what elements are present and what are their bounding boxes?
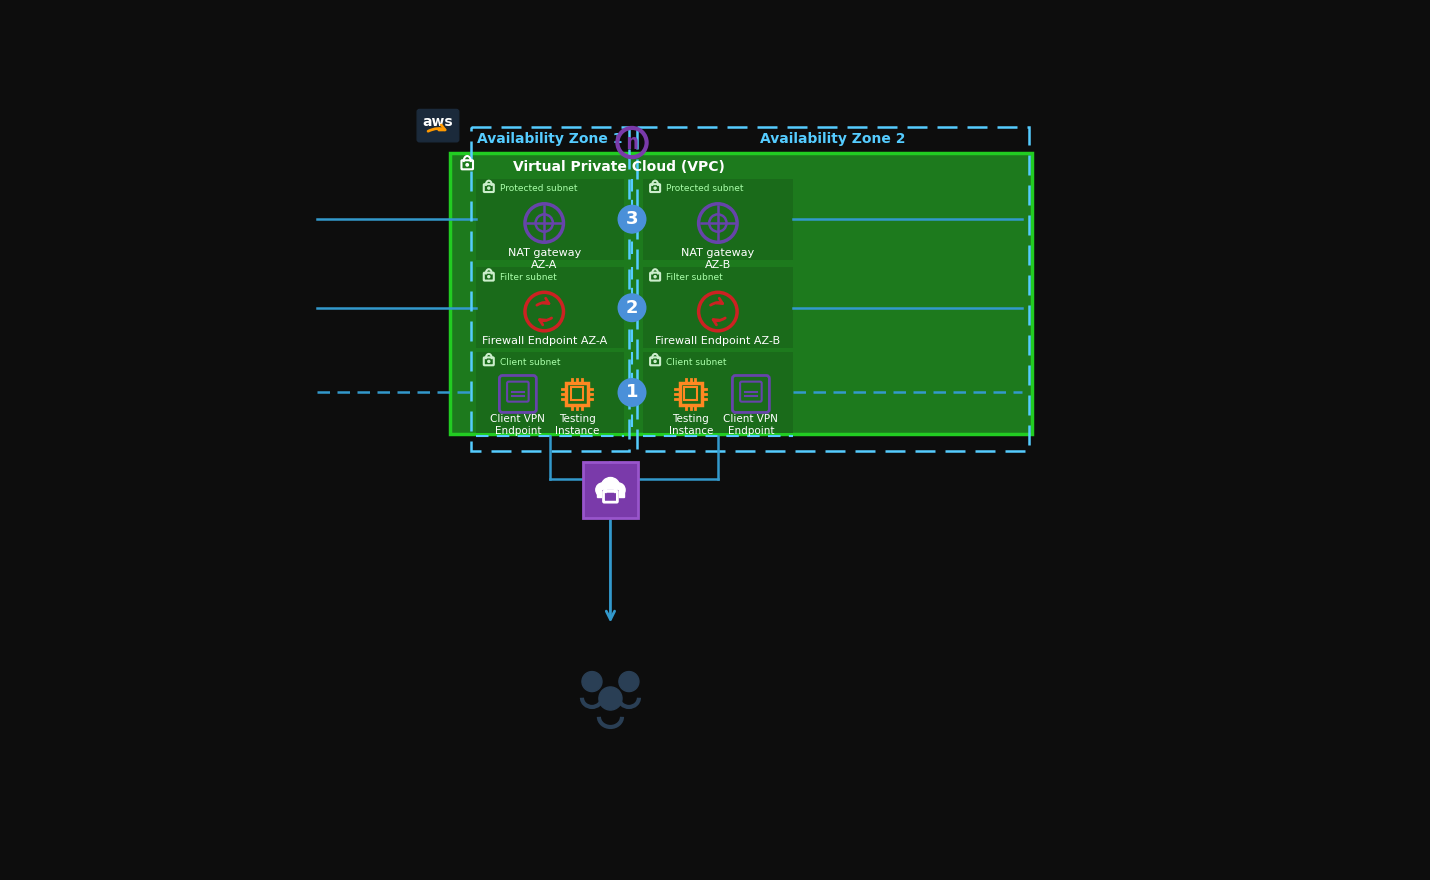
Text: 1: 1 (626, 384, 638, 401)
Circle shape (611, 483, 625, 496)
Text: Availability Zone 1: Availability Zone 1 (478, 133, 622, 146)
Text: Protected subnet: Protected subnet (499, 184, 578, 194)
Bar (681, 383, 702, 405)
Circle shape (654, 361, 656, 363)
Circle shape (596, 483, 609, 496)
Text: Virtual Private Cloud (VPC): Virtual Private Cloud (VPC) (513, 160, 725, 174)
Text: aws: aws (423, 114, 453, 128)
Circle shape (619, 295, 645, 321)
Circle shape (602, 484, 619, 502)
Bar (636, 127, 1030, 451)
Text: Protected subnet: Protected subnet (666, 184, 744, 194)
Bar (566, 383, 588, 405)
FancyBboxPatch shape (418, 109, 459, 142)
Circle shape (654, 187, 656, 189)
Text: Testing
Instance: Testing Instance (669, 414, 714, 436)
Bar (450, 153, 1031, 435)
Circle shape (599, 687, 622, 710)
Circle shape (654, 275, 656, 278)
Circle shape (466, 164, 469, 166)
Bar (476, 352, 625, 433)
Bar (642, 352, 792, 433)
Text: Firewall Endpoint AZ-A: Firewall Endpoint AZ-A (482, 336, 606, 346)
Text: Client subnet: Client subnet (499, 357, 561, 366)
Circle shape (601, 477, 621, 496)
Bar (642, 179, 792, 260)
Circle shape (619, 206, 645, 232)
Text: Firewall Endpoint AZ-B: Firewall Endpoint AZ-B (655, 336, 781, 346)
Circle shape (611, 482, 626, 497)
Text: 2: 2 (626, 298, 638, 317)
Bar (470, 127, 629, 451)
Bar (596, 489, 625, 496)
Text: Client VPN
Endpoint: Client VPN Endpoint (490, 414, 545, 436)
Text: Filter subnet: Filter subnet (666, 273, 722, 282)
Text: NAT gateway
AZ-B: NAT gateway AZ-B (681, 247, 755, 270)
Circle shape (601, 478, 619, 496)
Bar (571, 387, 583, 400)
Text: Filter subnet: Filter subnet (499, 273, 556, 282)
Bar (476, 268, 625, 348)
Circle shape (488, 187, 490, 189)
Bar (642, 268, 792, 348)
Text: NAT gateway
AZ-A: NAT gateway AZ-A (508, 247, 581, 270)
Text: Testing
Instance: Testing Instance (555, 414, 599, 436)
Circle shape (488, 361, 490, 363)
Circle shape (619, 379, 645, 406)
Bar (476, 179, 625, 260)
Text: 3: 3 (626, 210, 638, 228)
Circle shape (488, 275, 490, 278)
Bar (583, 462, 638, 517)
FancyBboxPatch shape (603, 491, 618, 502)
Text: Client VPN
Endpoint: Client VPN Endpoint (724, 414, 778, 436)
Bar (685, 387, 698, 400)
Circle shape (619, 671, 639, 692)
Circle shape (582, 671, 602, 692)
Text: Availability Zone 2: Availability Zone 2 (761, 133, 905, 146)
Text: n: n (625, 133, 639, 152)
Circle shape (595, 482, 611, 497)
Text: Client subnet: Client subnet (666, 357, 726, 366)
